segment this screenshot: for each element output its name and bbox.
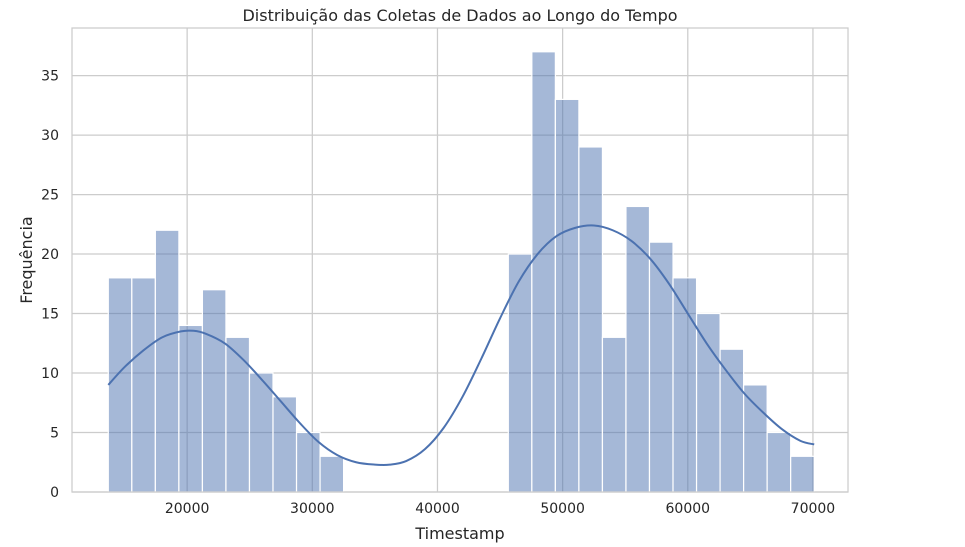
- histogram-bar: [272, 396, 298, 493]
- plot-frame: [71, 27, 849, 493]
- histogram-bar: [766, 431, 792, 493]
- x-tick-label: 30000: [290, 501, 335, 517]
- y-tick-label: 35: [41, 69, 59, 85]
- histogram-bar: [531, 51, 556, 493]
- y-axis-ticks: 0 5 10 15 20 25 30 35: [41, 69, 59, 501]
- y-tick-label: 5: [50, 426, 59, 442]
- y-tick-label: 0: [50, 485, 59, 501]
- x-tick-label: 50000: [540, 501, 585, 517]
- x-tick-label: 40000: [415, 501, 460, 517]
- histogram-bar: [601, 336, 627, 493]
- x-tick-label: 60000: [666, 501, 711, 517]
- histogram-bar: [790, 455, 815, 493]
- histogram-bar: [719, 348, 745, 493]
- histogram-bar: [743, 384, 768, 493]
- histogram-bar: [131, 277, 156, 493]
- chart-title: Distribuição das Coletas de Dados ao Lon…: [242, 6, 677, 25]
- histogram-bar: [695, 312, 721, 493]
- histogram-bar: [625, 205, 651, 493]
- histogram-bar: [225, 336, 251, 493]
- x-tick-label: 70000: [791, 501, 836, 517]
- y-tick-label: 15: [41, 307, 59, 323]
- histogram-bar: [507, 253, 533, 493]
- kde-curve: [107, 224, 815, 467]
- histogram-bar: [578, 146, 604, 493]
- y-tick-label: 20: [41, 247, 59, 263]
- histogram-bar: [154, 229, 180, 493]
- histogram-bar: [648, 241, 674, 493]
- histogram-bar: [107, 277, 133, 493]
- x-tick-label: 20000: [165, 501, 210, 517]
- x-axis-ticks: 20000 30000 40000 50000 60000 70000: [165, 501, 835, 517]
- x-axis-label: Timestamp: [414, 524, 504, 543]
- histogram-bar: [319, 455, 345, 493]
- histogram-bar: [248, 372, 274, 493]
- y-tick-label: 25: [41, 188, 59, 204]
- histogram-bar: [554, 98, 580, 493]
- histogram-bar: [201, 289, 227, 493]
- y-tick-label: 10: [41, 366, 59, 382]
- y-tick-label: 30: [41, 128, 59, 144]
- histogram-bar: [178, 324, 204, 493]
- y-axis-label: Frequência: [17, 216, 36, 303]
